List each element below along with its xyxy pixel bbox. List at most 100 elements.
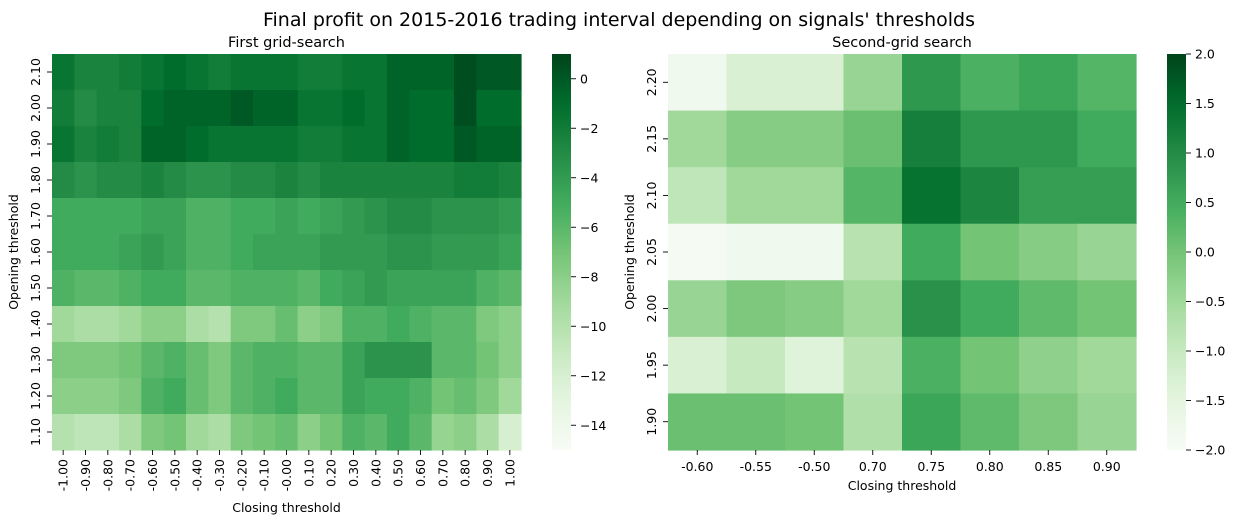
heatmap-cell	[364, 162, 388, 199]
heatmap-cell	[431, 54, 455, 91]
heatmap-cell	[1019, 54, 1079, 112]
heatmap-cell	[960, 110, 1020, 168]
heatmap-cell	[96, 198, 120, 235]
heatmap-cell	[476, 234, 500, 271]
heatmap-cell	[387, 306, 410, 343]
heatmap-cell	[476, 414, 500, 451]
heatmap-cell	[960, 393, 1020, 451]
colorbar-tick-label: −8	[580, 269, 598, 284]
heatmap-cell	[785, 110, 845, 168]
heatmap-cell	[902, 54, 962, 112]
heatmap-cell	[253, 270, 276, 307]
heatmap-cell	[74, 306, 98, 343]
heatmap-cell	[902, 280, 962, 338]
heatmap-cell	[387, 162, 410, 199]
heatmap-cell	[364, 198, 388, 235]
heatmap-cell	[476, 162, 500, 199]
heatmap-cell	[119, 162, 142, 199]
heatmap-cell	[843, 280, 903, 338]
heatmap-cell	[902, 110, 962, 168]
heatmap-cell	[364, 270, 388, 307]
heatmap-cell	[1077, 393, 1137, 451]
heatmap-cell	[119, 54, 142, 91]
y-tick-label: 1.10	[28, 418, 43, 446]
heatmap-cell	[141, 198, 165, 235]
heatmap-cell	[431, 378, 455, 415]
heatmap-cell	[1077, 54, 1137, 112]
y-axis-label: Opening threshold	[622, 194, 637, 310]
x-tick-label: -0.50	[798, 459, 830, 474]
heatmap-cell	[476, 342, 500, 379]
heatmap-cell	[230, 414, 254, 451]
heatmap-cell	[668, 393, 728, 451]
heatmap-cell	[52, 342, 75, 379]
heatmap-cell	[498, 234, 522, 271]
heatmap-cell	[364, 126, 388, 163]
heatmap-cell	[785, 223, 845, 281]
heatmap-cell	[342, 234, 366, 271]
heatmap-cell	[960, 336, 1020, 395]
heatmap-cell	[208, 162, 232, 199]
heatmap-cell	[52, 234, 75, 271]
heatmap-cell	[52, 198, 75, 235]
heatmap-cell	[163, 234, 187, 271]
heatmap-cell	[431, 306, 455, 343]
y-tick-label: 2.10	[644, 181, 659, 209]
heatmap-cell	[431, 234, 455, 271]
x-tick-label: 0.70	[859, 459, 887, 474]
heatmap-cell	[275, 378, 299, 415]
heatmap-cell	[96, 54, 120, 91]
heatmap-cell	[668, 167, 728, 225]
heatmap-cell	[119, 90, 142, 127]
heatmap-cell	[230, 54, 254, 91]
heatmap-cell	[320, 162, 343, 199]
heatmap-cell	[902, 223, 962, 281]
heatmap-cell	[387, 54, 410, 91]
heatmap-cell	[141, 414, 165, 451]
heatmap-cell	[726, 393, 786, 451]
heatmap-cell	[96, 234, 120, 271]
colorbar-tick-label: 0.5	[1195, 195, 1215, 210]
subplot-title: First grid-search	[228, 35, 345, 51]
heatmap-cell	[230, 198, 254, 235]
colorbar-tick-label: −4	[580, 170, 598, 185]
heatmap-cell	[52, 414, 75, 451]
heatmap-cell	[320, 54, 343, 91]
heatmap-cell	[74, 414, 98, 451]
heatmap-cell	[208, 270, 232, 307]
heatmap-cell	[387, 414, 410, 451]
heatmap-cell	[454, 342, 477, 379]
y-tick-label: 2.20	[644, 68, 659, 96]
heatmap-cell	[431, 270, 455, 307]
heatmap-cell	[498, 198, 522, 235]
heatmap-cell	[275, 54, 299, 91]
heatmap-cell	[186, 126, 209, 163]
colorbar-tick-label: −1.0	[1195, 344, 1225, 359]
heatmap-cell	[320, 126, 343, 163]
heatmap-cell	[208, 306, 232, 343]
heatmap-cell	[902, 336, 962, 395]
y-axis-label: Opening threshold	[6, 194, 21, 310]
heatmap-cell	[387, 342, 410, 379]
heatmap-cell	[409, 198, 433, 235]
heatmap-cell	[476, 270, 500, 307]
heatmap-cell	[163, 54, 187, 91]
heatmap-cell	[96, 378, 120, 415]
heatmap-cell	[141, 378, 165, 415]
x-tick-label: 0.75	[917, 459, 945, 474]
y-tick-label: 1.90	[28, 130, 43, 158]
heatmap-cell	[454, 414, 477, 451]
heatmap-cell	[297, 270, 321, 307]
heatmap-cell	[52, 162, 75, 199]
heatmap-cell	[364, 306, 388, 343]
heatmap-cell	[141, 234, 165, 271]
heatmap-cell	[431, 414, 455, 451]
heatmap-cell	[726, 223, 786, 281]
heatmap-cell	[1077, 280, 1137, 338]
heatmap-cell	[409, 270, 433, 307]
heatmap-cell	[208, 414, 232, 451]
heatmap-cell	[119, 270, 142, 307]
heatmap-cell	[843, 336, 903, 395]
heatmap-cell	[141, 342, 165, 379]
heatmap-cell	[163, 270, 187, 307]
